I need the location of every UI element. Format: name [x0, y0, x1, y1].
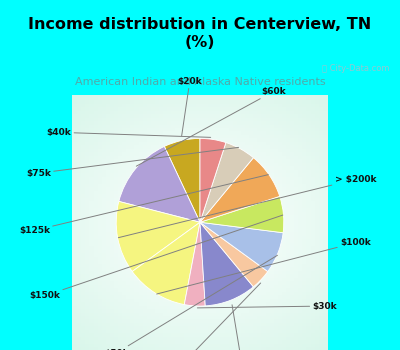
Wedge shape [200, 222, 283, 272]
Wedge shape [200, 222, 254, 306]
Wedge shape [200, 196, 284, 233]
Text: > $200k: > $200k [118, 175, 376, 238]
Text: $50k: $50k [104, 255, 278, 350]
Wedge shape [200, 139, 226, 222]
Text: $20k: $20k [178, 77, 202, 136]
Wedge shape [184, 222, 205, 306]
Text: $10k: $10k [231, 305, 255, 350]
Wedge shape [116, 201, 200, 272]
Text: $100k: $100k [157, 238, 371, 294]
Wedge shape [200, 142, 254, 222]
Text: $150k: $150k [29, 215, 283, 300]
Wedge shape [119, 146, 200, 222]
Wedge shape [200, 222, 268, 287]
Text: Income distribution in Centerview, TN
(%): Income distribution in Centerview, TN (%… [28, 17, 372, 50]
Text: $40k: $40k [46, 128, 211, 137]
Text: $30k: $30k [197, 302, 337, 310]
Wedge shape [200, 158, 280, 222]
Text: $75k: $75k [26, 147, 239, 178]
Wedge shape [132, 222, 200, 304]
Text: $125k: $125k [19, 175, 268, 235]
Text: American Indian and Alaska Native residents: American Indian and Alaska Native reside… [75, 77, 325, 87]
Text: ⓘ City-Data.com: ⓘ City-Data.com [322, 64, 389, 73]
Text: $60k: $60k [136, 87, 286, 166]
Wedge shape [164, 139, 200, 222]
Text: $200k: $200k [154, 283, 261, 350]
